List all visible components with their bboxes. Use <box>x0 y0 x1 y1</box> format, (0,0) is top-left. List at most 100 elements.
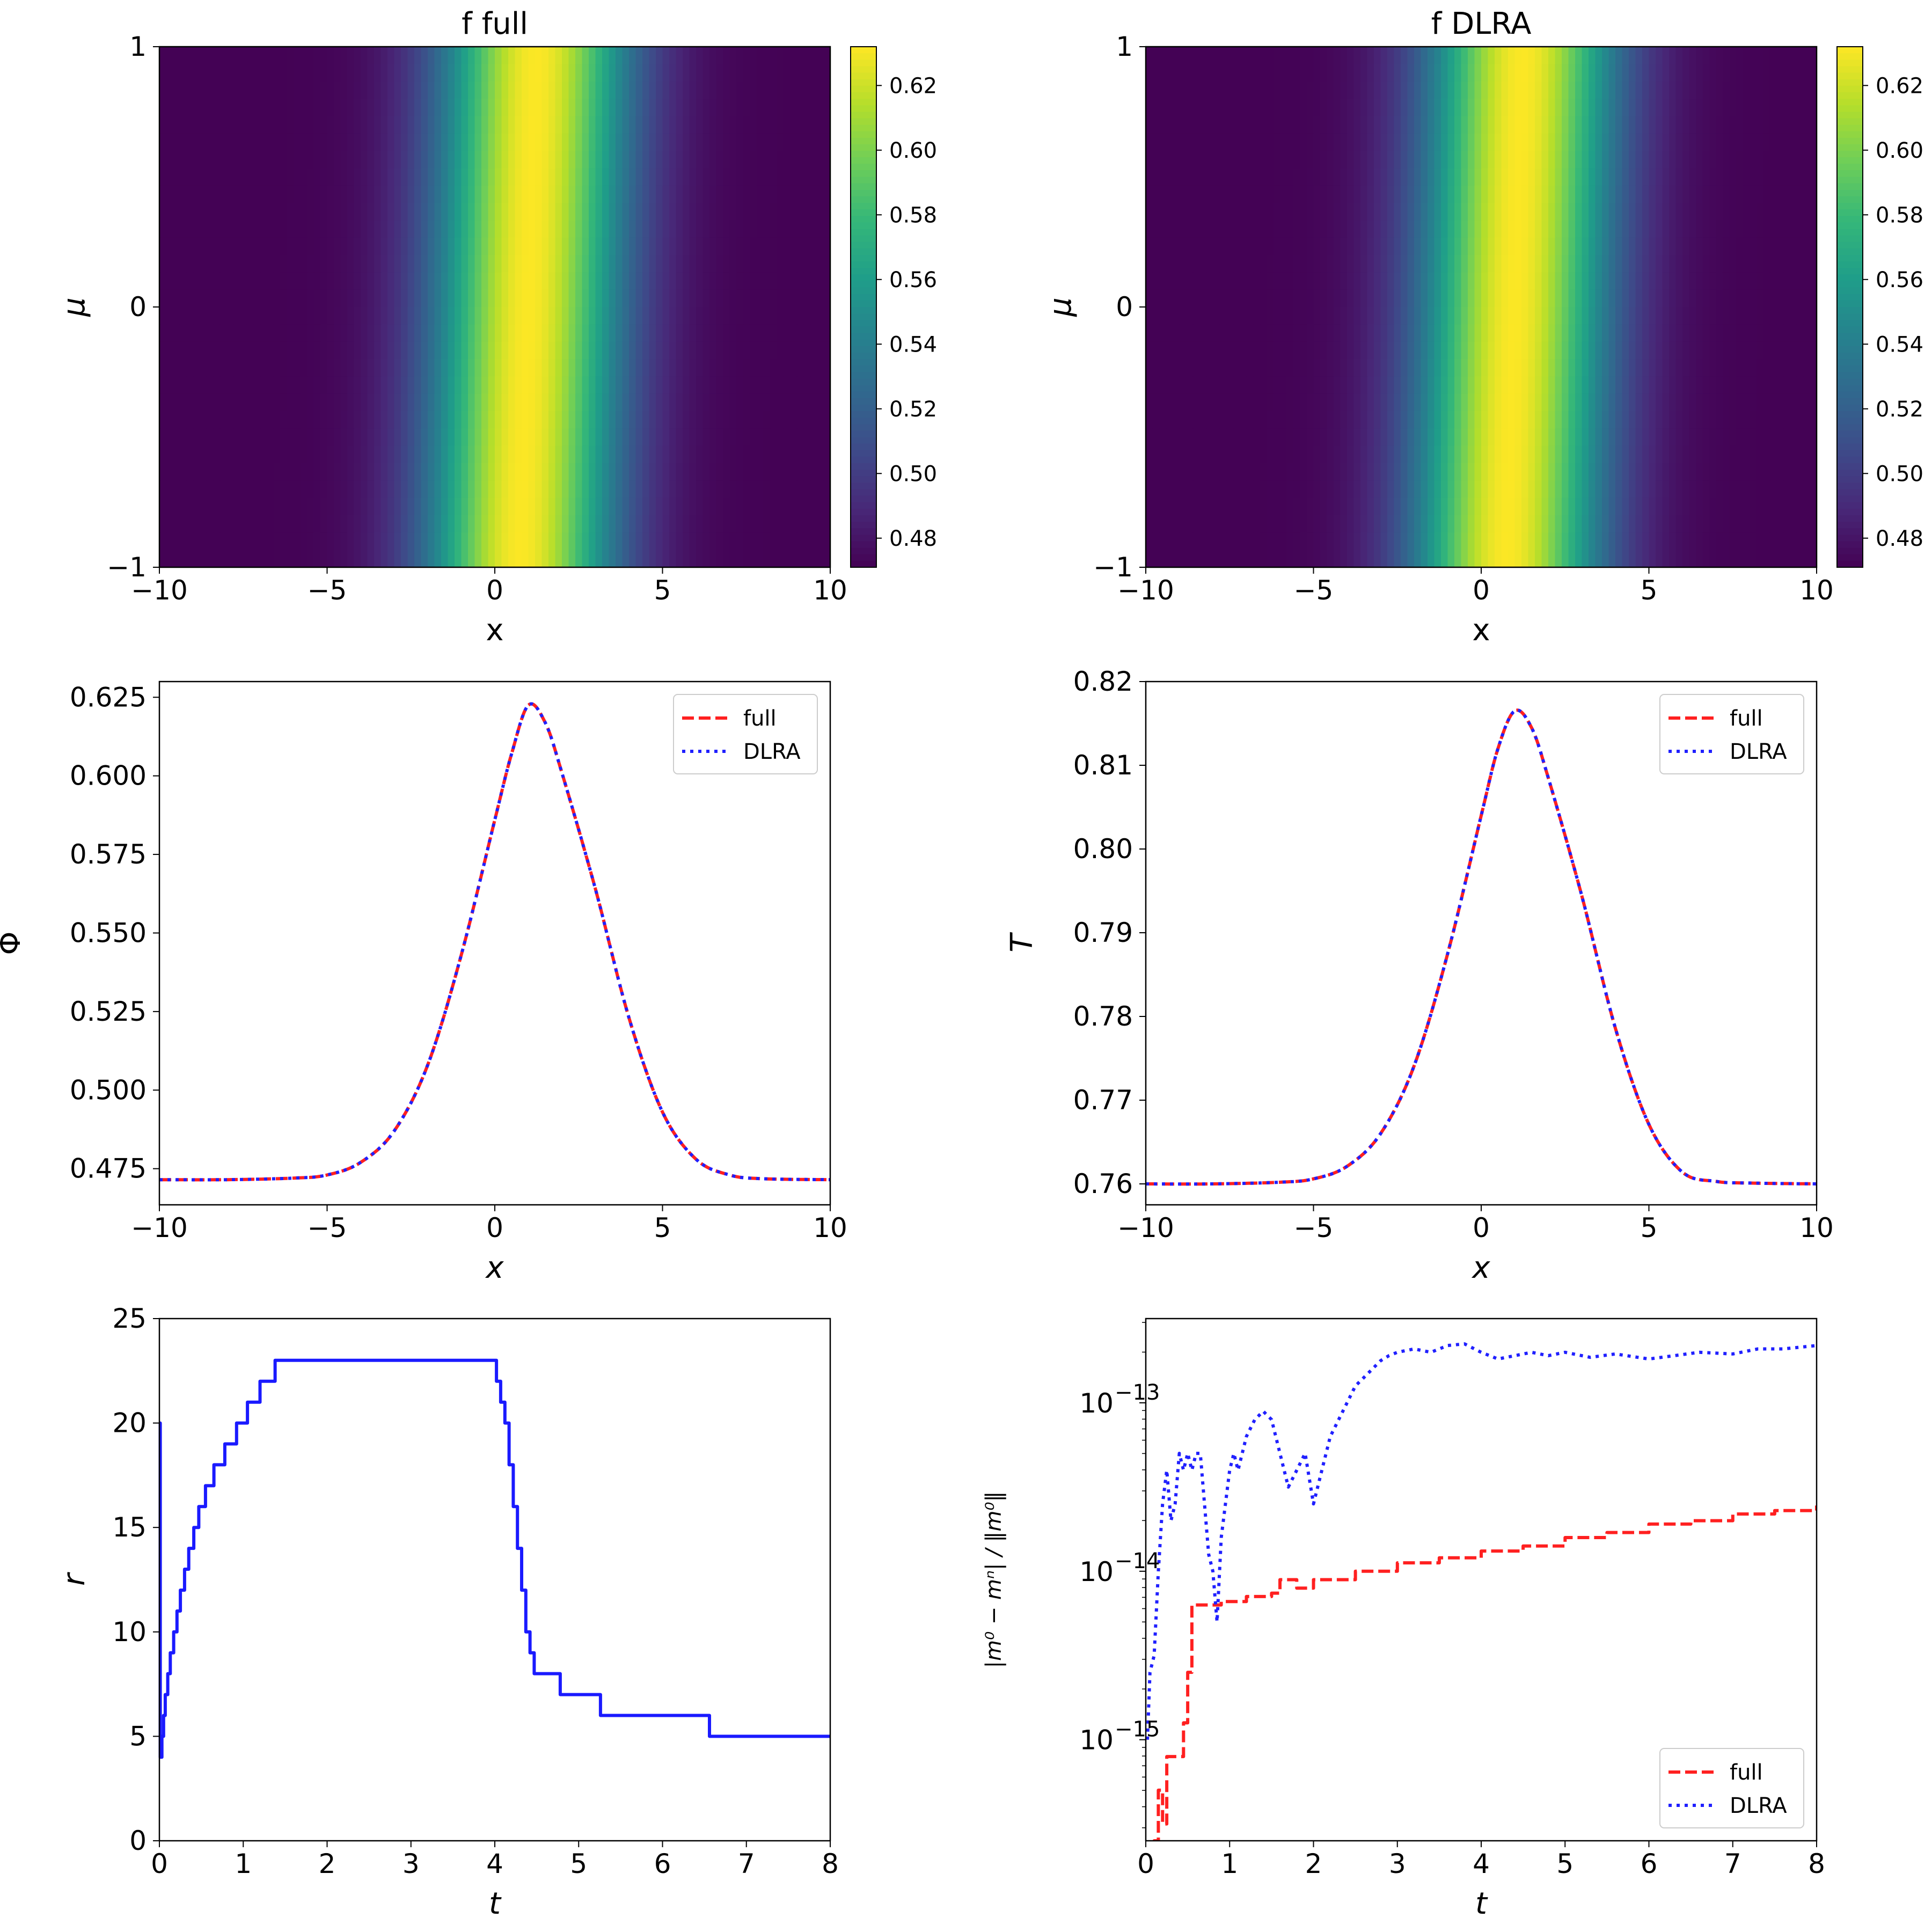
heatmap-cell <box>219 532 227 551</box>
heatmap-cell <box>455 81 462 99</box>
heatmap-cell <box>689 550 697 568</box>
heatmap-cell <box>1173 185 1180 203</box>
heatmap-cell <box>622 237 630 255</box>
heatmap-cell <box>267 497 274 516</box>
heatmap-cell <box>1763 237 1770 255</box>
heatmap-cell <box>1675 324 1683 342</box>
heatmap-cell <box>1508 99 1516 116</box>
heatmap-cell <box>253 168 261 186</box>
heatmap-cell <box>327 550 334 568</box>
heatmap-cell <box>689 376 697 394</box>
heatmap-cell <box>468 515 475 533</box>
heatmap-cell <box>595 64 603 82</box>
heatmap-cell <box>736 203 744 221</box>
heatmap-cell <box>823 341 831 360</box>
heatmap-cell <box>649 463 656 481</box>
heatmap-cell <box>562 376 569 394</box>
heatmap-cell <box>1307 220 1314 238</box>
heatmap-cell <box>260 376 267 394</box>
heatmap-cell <box>1790 99 1797 116</box>
heatmap-cell <box>535 255 543 273</box>
heatmap-cell <box>273 272 281 290</box>
heatmap-cell <box>448 185 455 203</box>
heatmap-cell <box>1199 64 1207 82</box>
heatmap-cell <box>1729 81 1737 99</box>
heatmap-cell <box>589 550 596 568</box>
heatmap-cell <box>1743 133 1750 151</box>
heatmap-cell <box>240 463 247 481</box>
heatmap-cell <box>327 133 334 151</box>
heatmap-cell <box>810 272 817 290</box>
heatmap-cell <box>803 220 811 238</box>
heatmap-cell <box>743 376 750 394</box>
heatmap-cell <box>294 411 301 429</box>
heatmap-cell <box>656 64 663 82</box>
heatmap-cell <box>428 133 435 151</box>
heatmap-cell <box>1769 324 1777 342</box>
heatmap-cell <box>294 463 301 481</box>
heatmap-cell <box>327 81 334 99</box>
heatmap-cell <box>1441 185 1448 203</box>
heatmap-cell <box>1508 237 1516 255</box>
heatmap-cell <box>387 341 395 360</box>
heatmap-cell <box>1286 64 1294 82</box>
heatmap-cell <box>1173 151 1180 169</box>
heatmap-cell <box>548 411 556 429</box>
heatmap-cell <box>1206 99 1213 116</box>
heatmap-cell <box>1387 203 1395 221</box>
heatmap-cell <box>736 168 744 186</box>
heatmap-cell <box>622 515 630 533</box>
heatmap-cell <box>1763 168 1770 186</box>
heatmap-cell <box>1709 237 1717 255</box>
heatmap-cell <box>548 463 556 481</box>
heatmap-cell <box>294 289 301 308</box>
heatmap-cell <box>689 341 697 360</box>
heatmap-cell <box>562 64 569 82</box>
heatmap-cell <box>307 203 314 221</box>
heatmap-cell <box>1803 272 1811 290</box>
heatmap-cell <box>1709 116 1717 134</box>
heatmap-cell <box>1790 237 1797 255</box>
heatmap-cell <box>1454 359 1462 377</box>
heatmap-cell <box>508 220 516 238</box>
heatmap-cell <box>1401 289 1408 308</box>
heatmap-cell <box>1662 272 1670 290</box>
heatmap-cell <box>1622 324 1629 342</box>
heatmap-cell <box>1179 289 1187 308</box>
heatmap-cell <box>1555 168 1562 186</box>
heatmap-cell <box>676 480 683 499</box>
heatmap-cell <box>568 47 576 64</box>
heatmap-cell <box>434 220 442 238</box>
heatmap-cell <box>548 116 556 134</box>
heatmap-cell <box>179 463 187 481</box>
heatmap-cell <box>1696 116 1703 134</box>
colorbar-segment <box>851 508 876 516</box>
heatmap-cell <box>501 220 509 238</box>
heatmap-cell <box>1380 151 1388 169</box>
heatmap-cell <box>461 272 469 290</box>
heatmap-cell <box>441 185 449 203</box>
heatmap-cell <box>770 203 777 221</box>
heatmap-cell <box>817 359 824 377</box>
heatmap-cell <box>548 220 556 238</box>
heatmap-cell <box>763 151 771 169</box>
heatmap-cell <box>616 151 623 169</box>
heatmap-cell <box>327 515 334 533</box>
heatmap-cell <box>1763 220 1770 238</box>
heatmap-cell <box>340 480 348 499</box>
heatmap-cell <box>1629 324 1636 342</box>
heatmap-cell <box>1219 203 1227 221</box>
heatmap-cell <box>173 428 180 447</box>
heatmap-cell <box>1260 185 1267 203</box>
heatmap-cell <box>455 116 462 134</box>
heatmap-cell <box>562 324 569 342</box>
heatmap-cell <box>683 99 690 116</box>
heatmap-cell <box>635 185 643 203</box>
heatmap-cell <box>367 428 375 447</box>
heatmap-cell <box>380 203 388 221</box>
heatmap-cell <box>1434 64 1441 82</box>
heatmap-cell <box>320 463 328 481</box>
heatmap-cell <box>817 376 824 394</box>
heatmap-cell <box>354 255 361 273</box>
heatmap-cell <box>1159 133 1167 151</box>
